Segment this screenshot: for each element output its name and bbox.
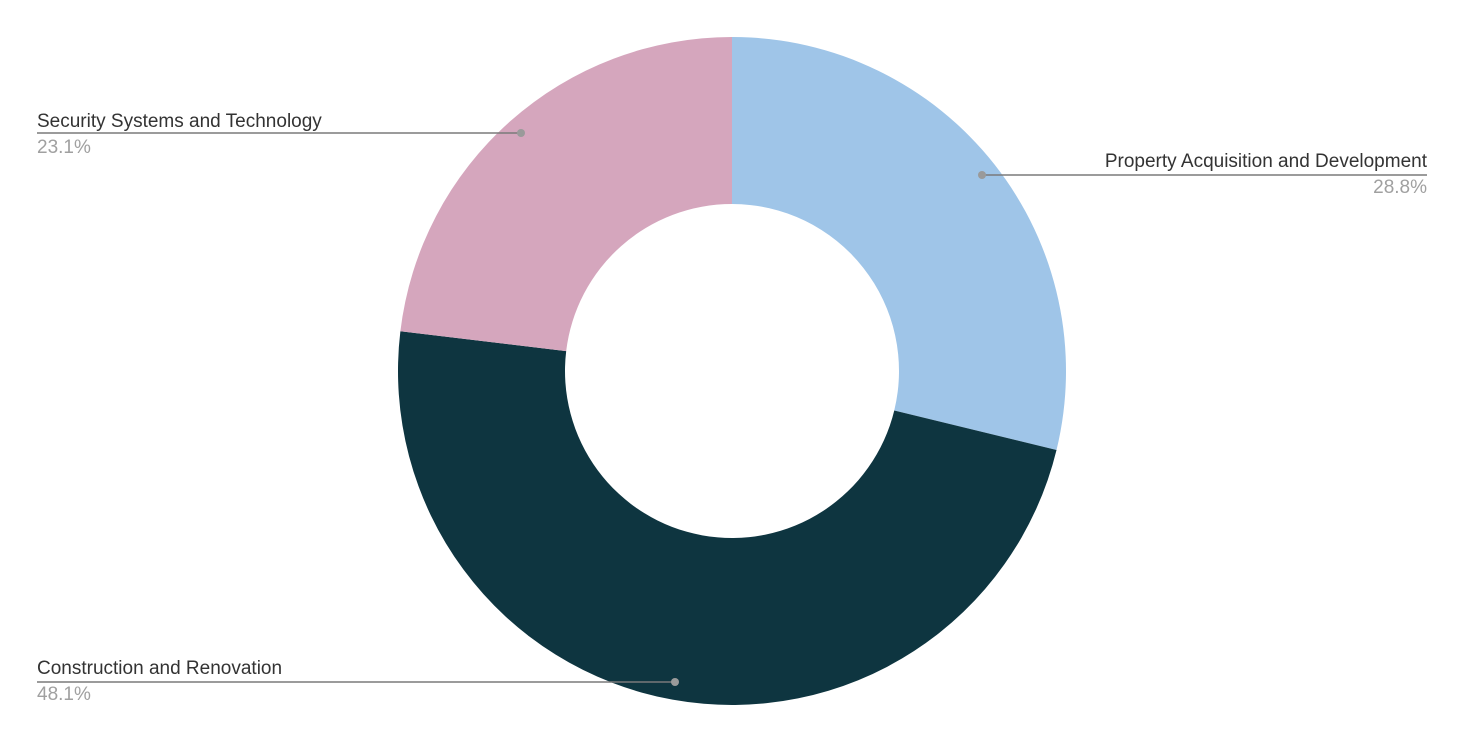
- donut-slices: [397, 37, 1066, 706]
- leader-dot-1: [978, 171, 986, 179]
- slice-percent-3: 23.1%: [37, 137, 91, 158]
- slice-1: [732, 37, 1066, 450]
- leader-dot-2: [671, 678, 679, 686]
- slice-labels: Property Acquisition and Development 28.8…: [37, 111, 1428, 705]
- slice-label-1: Property Acquisition and Development: [1105, 151, 1428, 172]
- slice-percent-1: 28.8%: [1373, 177, 1427, 198]
- slice-label-2: Construction and Renovation: [37, 658, 282, 679]
- slice-2: [397, 331, 1057, 706]
- slice-label-3: Security Systems and Technology: [37, 111, 322, 132]
- leader-dot-3: [517, 129, 525, 137]
- slice-3: [400, 37, 732, 352]
- slice-percent-2: 48.1%: [37, 684, 91, 705]
